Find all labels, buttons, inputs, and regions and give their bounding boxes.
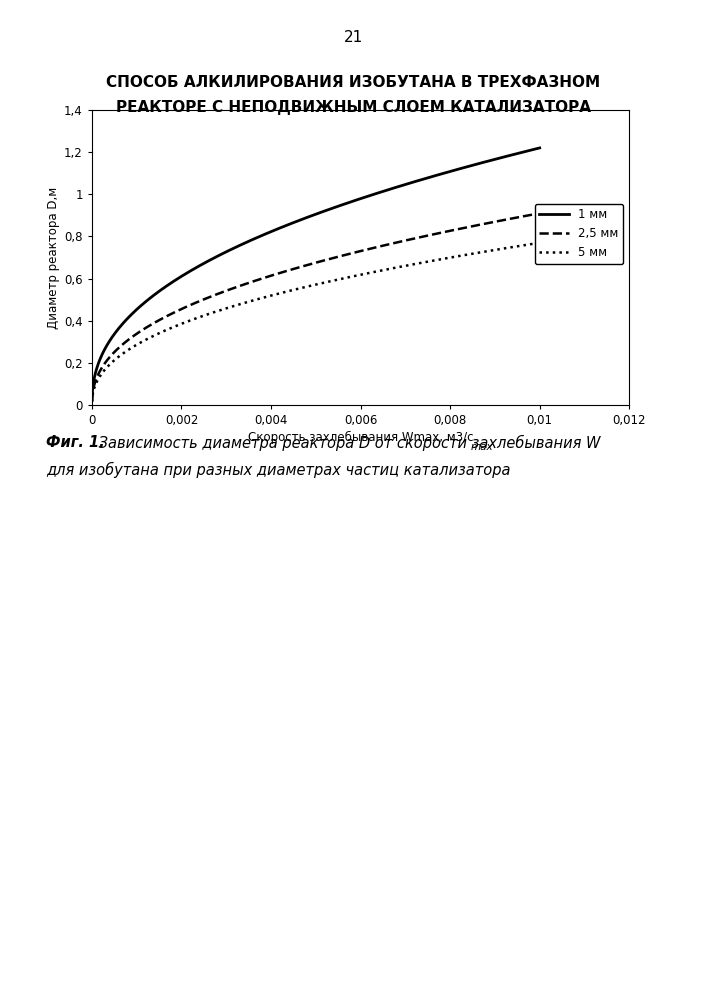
Line: 2,5 мм: 2,5 мм — [92, 213, 539, 401]
Text: max: max — [470, 442, 493, 452]
2,5 мм — [473, 219, 481, 231]
1 мм — [535, 142, 544, 154]
Line: 1 мм: 1 мм — [92, 148, 539, 400]
X-axis label: Скорость захлебывания Wmax, м3/с: Скорость захлебывания Wmax, м3/с — [248, 431, 473, 444]
Legend: 1 мм, 2,5 мм, 5 мм: 1 мм, 2,5 мм, 5 мм — [534, 204, 624, 264]
2,5 мм — [115, 341, 124, 353]
Text: СПОСОБ АЛКИЛИРОВАНИЯ ИЗОБУТАНА В ТРЕХФАЗНОМ: СПОСОБ АЛКИЛИРОВАНИЯ ИЗОБУТАНА В ТРЕХФАЗ… — [107, 75, 600, 90]
1 мм — [88, 394, 96, 406]
Text: РЕАКТОРЕ С НЕПОДВИЖНЫМ СЛОЕМ КАТАЛИЗАТОРА: РЕАКТОРЕ С НЕПОДВИЖНЫМ СЛОЕМ КАТАЛИЗАТОР… — [116, 100, 591, 115]
Line: 5 мм: 5 мм — [92, 243, 539, 402]
2,5 мм — [348, 247, 356, 259]
5 мм — [88, 396, 96, 408]
1 мм — [359, 192, 368, 204]
5 мм — [373, 265, 381, 277]
5 мм — [348, 271, 356, 283]
2,5 мм — [88, 395, 96, 407]
2,5 мм — [373, 241, 381, 253]
Y-axis label: Диаметр реактора D,м: Диаметр реактора D,м — [47, 186, 60, 329]
2,5 мм — [535, 207, 544, 219]
5 мм — [359, 268, 368, 280]
Text: Фиг. 1.: Фиг. 1. — [46, 435, 105, 450]
5 мм — [535, 237, 544, 249]
1 мм — [373, 187, 381, 199]
5 мм — [473, 247, 481, 259]
Text: для изобутана при разных диаметрах частиц катализатора: для изобутана при разных диаметрах части… — [46, 462, 510, 478]
2,5 мм — [427, 229, 436, 241]
1 мм — [473, 158, 481, 170]
Text: Зависимость диаметра реактора D от скорости захлебывания W: Зависимость диаметра реактора D от скоро… — [94, 435, 600, 451]
1 мм — [427, 171, 436, 183]
5 мм — [115, 350, 124, 362]
1 мм — [115, 322, 124, 334]
Text: 21: 21 — [344, 30, 363, 45]
2,5 мм — [359, 244, 368, 256]
1 мм — [348, 195, 356, 207]
5 мм — [427, 255, 436, 267]
